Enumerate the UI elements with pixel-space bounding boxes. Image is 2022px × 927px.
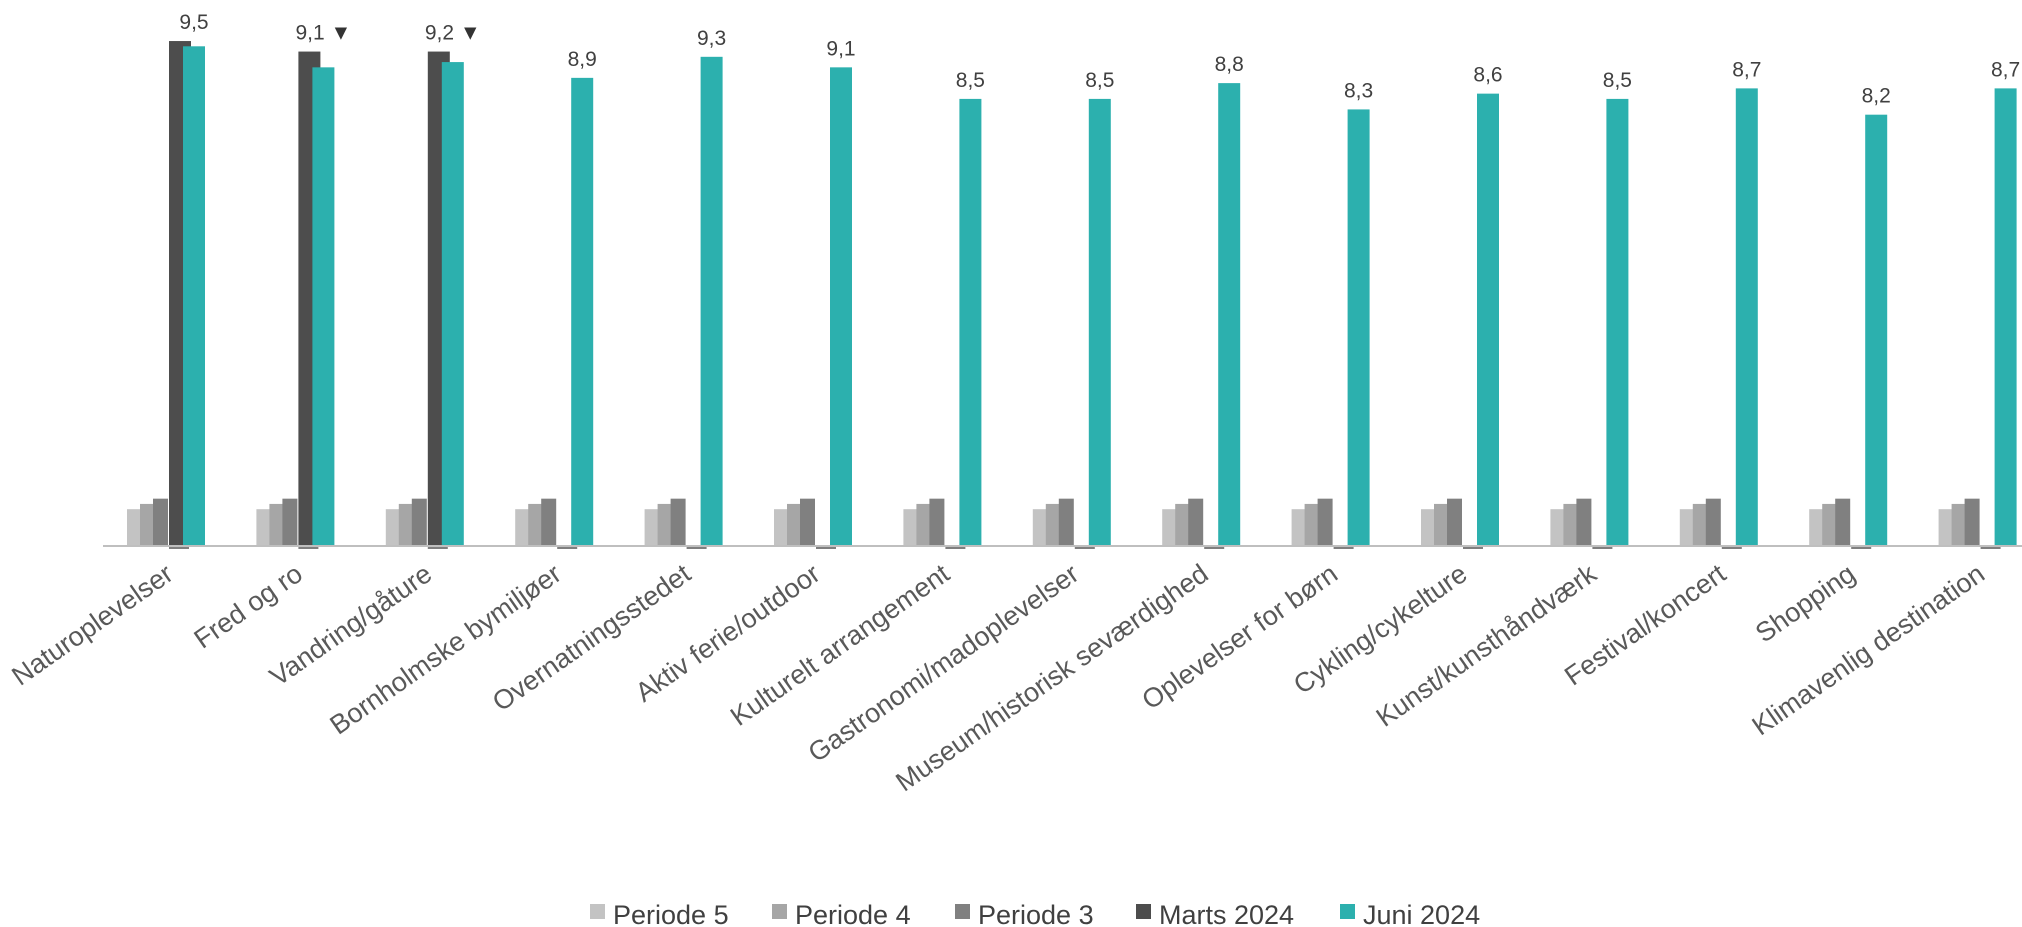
bar-periode-4-aktiv-ferie-outdoor: [787, 503, 801, 546]
bar-juni-2024-kunst-kunsth-ndv-rk: [1606, 98, 1629, 547]
bar-juni-2024-oplevelser-for-b-rn: [1347, 109, 1370, 547]
bar-juni-2024-bornholmske-bymilj-er: [571, 77, 594, 547]
legend-label-marts-2024: Marts 2024: [1159, 900, 1294, 927]
data-labels-group: 9,5 9,1 ▼ 9,2 ▼ 8,9 9,3 9,1 8,5 8,5 8,8 8,3 8,6 8,5…: [179, 11, 2020, 108]
bar-juni-2024-fred-og-ro: [312, 67, 335, 546]
bar-periode-3-kunst-kunsth-ndv-rk: [1576, 498, 1592, 546]
bar-periode-5-kunst-kunsth-ndv-rk: [1550, 509, 1565, 546]
bar-periode-5-shopping: [1809, 509, 1824, 546]
data-label: 8,5: [956, 69, 985, 92]
legend-label-periode-3: Periode 3: [978, 900, 1094, 927]
category-label: Klimavenlig destination: [1747, 558, 1990, 741]
bar-periode-5-oplevelser-for-b-rn: [1291, 509, 1306, 546]
bar-periode-3-shopping: [1835, 498, 1851, 546]
bar-juni-2024-museum-historisk-sev-rdighed: [1218, 83, 1241, 547]
category-label: Naturoplevelser: [6, 558, 178, 691]
data-label: 9,3: [697, 27, 726, 50]
category-label: Shopping: [1750, 558, 1861, 648]
bar-periode-3-overnatningsstedet: [670, 498, 686, 546]
bar-periode-4-fred-og-ro: [269, 503, 284, 546]
legend-label-juni-2024: Juni 2024: [1363, 900, 1480, 927]
bar-periode-4-museum-historisk-sev-rdighed: [1175, 503, 1190, 546]
bar-periode-5-kulturelt-arrangement: [903, 509, 918, 546]
bar-periode-5-gastronomi-madoplevelser: [1032, 509, 1047, 546]
bar-juni-2024-klimavenlig-destination: [1994, 88, 2017, 546]
data-label: 8,8: [1215, 53, 1244, 76]
data-label: 8,6: [1473, 64, 1502, 87]
bar-periode-5-naturoplevelser: [127, 509, 141, 546]
category-label: Bornholmske bymiljøer: [325, 558, 567, 740]
bar-periode-3-vandring-g-ture: [411, 498, 427, 546]
bar-periode-4-festival-koncert: [1692, 503, 1707, 546]
data-label: 9,1 ▼: [295, 22, 351, 45]
category-label: Kulturelt arrangement: [725, 558, 955, 732]
bar-juni-2024-aktiv-ferie-outdoor: [830, 67, 852, 546]
bar-periode-3-cykling-cykelture: [1447, 498, 1462, 546]
data-label: 8,9: [568, 48, 597, 71]
bar-periode-3-museum-historisk-sev-rdighed: [1188, 498, 1204, 546]
bar-periode-5-aktiv-ferie-outdoor: [774, 509, 788, 546]
bar-periode-5-bornholmske-bymilj-er: [515, 509, 530, 546]
bar-periode-4-vandring-g-ture: [398, 503, 413, 546]
decrease-marker-icon: ▼: [460, 22, 481, 45]
bar-periode-4-shopping: [1822, 503, 1837, 546]
bar-periode-3-aktiv-ferie-outdoor: [800, 498, 815, 546]
category-label: Fred og ro: [189, 558, 308, 654]
data-label: 8,2: [1862, 85, 1891, 108]
bar-periode-4-bornholmske-bymilj-er: [528, 503, 543, 546]
data-label: 8,3: [1344, 79, 1373, 102]
bar-periode-4-kulturelt-arrangement: [916, 503, 931, 546]
bar-periode-5-klimavenlig-destination: [1938, 509, 1953, 546]
legend: Periode 5 Periode 4 Periode 3 Marts 2024 Jun…: [590, 900, 1480, 927]
legend-label-periode-4: Periode 4: [795, 900, 911, 927]
bar-periode-5-festival-koncert: [1679, 509, 1694, 546]
decrease-marker-icon: ▼: [331, 22, 352, 45]
bar-periode-3-naturoplevelser: [153, 498, 168, 546]
legend-swatch-marts-2024: [1136, 904, 1151, 919]
legend-swatch-periode-4: [772, 904, 787, 919]
bar-juni-2024-cykling-cykelture: [1477, 93, 1499, 546]
category-labels-group: Naturoplevelser Fred og roVandring/gåture…: [6, 558, 1990, 797]
bar-juni-2024-vandring-g-ture: [441, 62, 464, 546]
data-label: 9,2 ▼: [425, 22, 481, 45]
data-label: 8,7: [1732, 58, 1761, 81]
bar-periode-5-fred-og-ro: [256, 509, 271, 546]
bar-juni-2024-overnatningsstedet: [700, 56, 723, 546]
bar-periode-3-kulturelt-arrangement: [929, 498, 945, 546]
bar-periode-4-naturoplevelser: [140, 503, 154, 546]
bar-periode-4-klimavenlig-destination: [1951, 503, 1966, 546]
legend-swatch-periode-5: [590, 904, 605, 919]
bar-periode-3-klimavenlig-destination: [1964, 498, 1980, 546]
data-label: 8,5: [1603, 69, 1632, 92]
bar-periode-4-gastronomi-madoplevelser: [1045, 503, 1060, 546]
bar-periode-3-gastronomi-madoplevelser: [1058, 498, 1074, 546]
bar-periode-3-bornholmske-bymilj-er: [541, 498, 557, 546]
bar-periode-3-oplevelser-for-b-rn: [1317, 498, 1333, 546]
data-label: 8,5: [1085, 69, 1114, 92]
data-label: 9,5: [179, 11, 208, 34]
bar-juni-2024-shopping: [1865, 114, 1888, 547]
bar-periode-4-oplevelser-for-b-rn: [1304, 503, 1319, 546]
bar-periode-3-fred-og-ro: [282, 498, 298, 546]
bar-juni-2024-kulturelt-arrangement: [959, 98, 982, 547]
legend-label-periode-5: Periode 5: [613, 900, 729, 927]
bar-juni-2024-festival-koncert: [1735, 88, 1758, 546]
bar-juni-2024-naturoplevelser: [183, 46, 205, 547]
data-label: 9,1: [826, 37, 855, 60]
legend-swatch-juni-2024: [1340, 904, 1355, 919]
bars-group: [127, 41, 2017, 549]
bar-juni-2024-gastronomi-madoplevelser: [1088, 98, 1111, 547]
bar-periode-3-festival-koncert: [1705, 498, 1721, 546]
category-label: Kunst/kunsthåndværk: [1371, 558, 1603, 733]
bar-periode-5-vandring-g-ture: [385, 509, 400, 546]
data-label: 8,7: [1991, 58, 2020, 81]
bar-periode-5-cykling-cykelture: [1421, 509, 1435, 546]
bar-periode-5-museum-historisk-sev-rdighed: [1162, 509, 1177, 546]
bar-periode-4-overnatningsstedet: [657, 503, 672, 546]
bar-periode-5-overnatningsstedet: [644, 509, 659, 546]
bar-periode-4-kunst-kunsth-ndv-rk: [1563, 503, 1578, 546]
legend-swatch-periode-3: [955, 904, 970, 919]
bar-periode-4-cykling-cykelture: [1434, 503, 1448, 546]
